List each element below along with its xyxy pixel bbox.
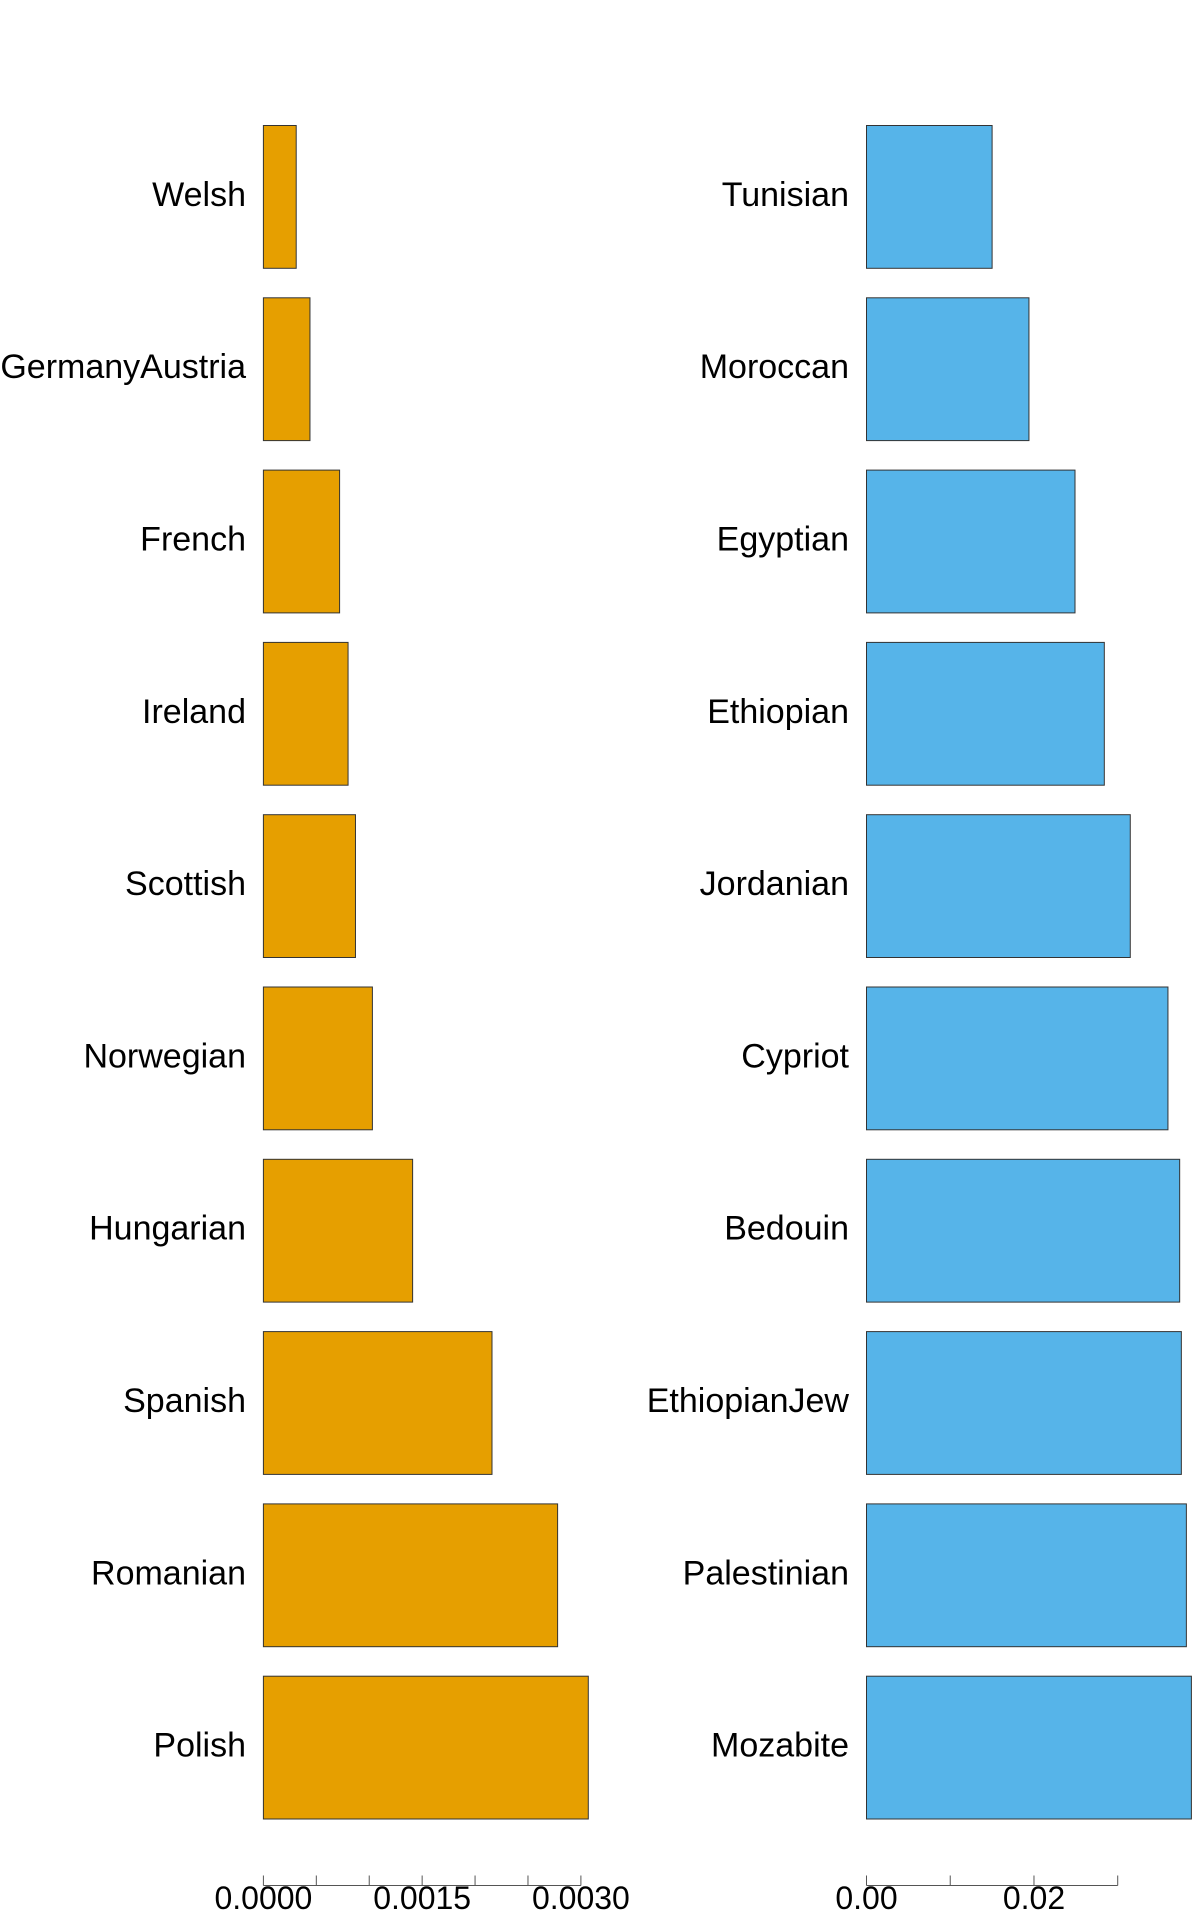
x-tick-label: 0.00: [835, 1880, 897, 1916]
x-tick-label: 0.0015: [373, 1880, 471, 1916]
bar: [262, 1503, 559, 1648]
y-tick-label: French: [140, 520, 246, 558]
y-tick-label: Jordanian: [700, 865, 849, 903]
bar: [262, 641, 349, 786]
y-tick-label: Bedouin: [724, 1210, 849, 1248]
bar: [866, 297, 1030, 442]
bar: [866, 641, 1105, 786]
bar: [866, 1158, 1181, 1303]
y-tick-label: Tunisian: [722, 176, 849, 214]
y-tick-label: Polish: [153, 1727, 246, 1765]
bar: [262, 1331, 493, 1475]
bar: [262, 1675, 589, 1820]
bar: [866, 986, 1169, 1131]
y-tick-label: Romanian: [91, 1554, 246, 1592]
x-tick-label: 0.0000: [214, 1880, 312, 1916]
y-tick-label: Ireland: [142, 693, 246, 731]
bar: [262, 1158, 414, 1303]
bar: [866, 1331, 1182, 1475]
y-tick-label: Cypriot: [741, 1037, 849, 1075]
bar: [262, 297, 311, 442]
y-tick-label: Welsh: [152, 176, 246, 214]
bar: [262, 125, 297, 269]
bar: [866, 125, 993, 269]
y-tick-label: Mozabite: [711, 1727, 849, 1765]
bar: [866, 814, 1131, 959]
x-tick-label: 0.0030: [532, 1880, 630, 1916]
bar: [262, 814, 356, 959]
bar: [262, 469, 341, 614]
y-tick-label: Scottish: [125, 865, 246, 903]
x-tick-label: 0.02: [1003, 1880, 1065, 1916]
y-tick-label: Ethiopian: [707, 693, 849, 731]
bar: [866, 469, 1076, 614]
y-tick-label: EthiopianJew: [647, 1382, 850, 1420]
y-tick-label: Norwegian: [83, 1037, 246, 1075]
y-tick-label: GermanyAustria: [0, 348, 246, 386]
y-tick-label: Egyptian: [717, 520, 849, 558]
y-tick-label: Spanish: [123, 1382, 246, 1420]
y-tick-label: Moroccan: [700, 348, 849, 386]
y-tick-label: Palestinian: [683, 1554, 849, 1592]
y-tick-label: Hungarian: [89, 1210, 246, 1248]
bar: [866, 1503, 1187, 1648]
bar: [262, 986, 373, 1131]
bar: [866, 1675, 1192, 1820]
